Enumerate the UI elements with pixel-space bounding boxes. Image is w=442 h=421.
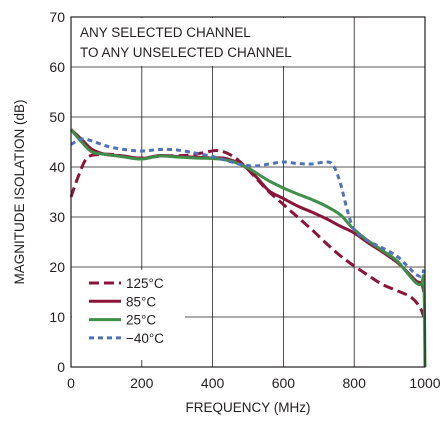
legend-layer: 125°C 85°C 25°C −40°C [72, 270, 185, 360]
x-tick-label-5: 1000 [409, 375, 440, 391]
series-line-1 [69, 128, 426, 293]
x-tick-label-2: 400 [201, 375, 225, 391]
legend-label-3: −40°C [126, 331, 164, 346]
x-tick-label-1: 200 [130, 375, 154, 391]
y-tick-label-2: 20 [49, 259, 65, 275]
tick-labels: 0 200 400 600 800 1000 0 10 20 30 40 50 60 70 [49, 9, 440, 391]
annotation-box [72, 18, 324, 66]
y-tick-label-5: 50 [49, 109, 65, 125]
legend-label-0: 125°C [126, 276, 164, 291]
series-line-2 [69, 128, 427, 368]
x-axis-title: FREQUENCY (MHz) [185, 400, 310, 415]
annotation-line-1: TO ANY UNSELECTED CHANNEL [80, 45, 292, 60]
y-axis-title: MAGNITUDE ISOLATION (dB) [12, 99, 27, 284]
grid-layer [71, 17, 425, 367]
x-tick-label-3: 600 [272, 375, 296, 391]
y-tick-label-6: 60 [49, 59, 65, 75]
annotation-layer: ANY SELECTED CHANNEL TO ANY UNSELECTED CH… [72, 18, 324, 66]
y-tick-label-3: 30 [49, 209, 65, 225]
y-tick-label-7: 70 [49, 9, 65, 25]
annotation-line-0: ANY SELECTED CHANNEL [80, 25, 251, 40]
y-tick-label-0: 0 [57, 359, 65, 375]
y-tick-label-1: 10 [49, 309, 65, 325]
plot-frame [70, 16, 426, 368]
series-layer [69, 128, 427, 368]
x-tick-label-4: 800 [343, 375, 367, 391]
legend-box [72, 270, 185, 360]
legend-label-1: 85°C [126, 294, 156, 309]
legend-label-2: 25°C [126, 313, 156, 328]
x-tick-label-0: 0 [67, 375, 75, 391]
series-line-3 [70, 137, 426, 278]
y-tick-label-4: 40 [49, 159, 65, 175]
frame-layer [70, 16, 426, 368]
